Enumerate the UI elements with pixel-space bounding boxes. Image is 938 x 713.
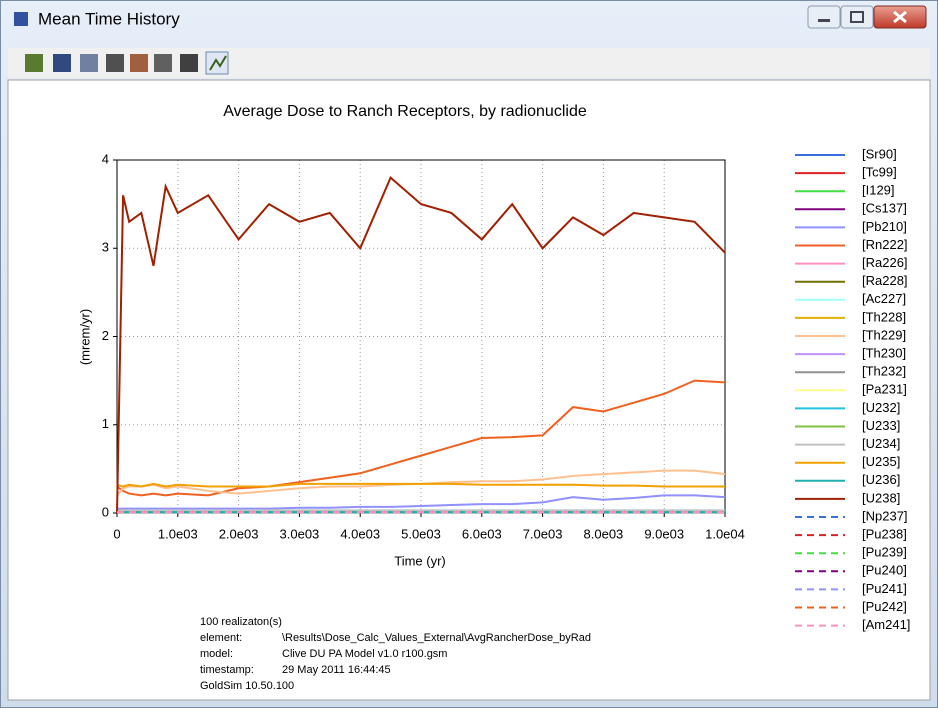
- legend-label: [Sr90]: [862, 146, 897, 161]
- maximize-button[interactable]: [840, 5, 874, 29]
- footer-label: model:: [200, 648, 233, 660]
- tool-icon: [209, 55, 227, 71]
- x-tick-label: 6.0e03: [462, 526, 502, 541]
- legend-label: [Pu238]: [862, 527, 907, 542]
- tool-button[interactable]: [80, 54, 98, 72]
- legend-label: [Tc99]: [862, 165, 897, 180]
- x-tick-label: 1.0e03: [158, 526, 198, 541]
- legend-label: [Pu242]: [862, 599, 907, 614]
- x-tick-label: 9.0e03: [644, 526, 684, 541]
- legend-label: [U234]: [862, 436, 900, 451]
- legend-label: [Cs137]: [862, 201, 907, 216]
- y-tick-label: 1: [102, 416, 109, 431]
- legend-label: [Am241]: [862, 617, 910, 632]
- toolbar-buttons: [25, 51, 229, 75]
- version: GoldSim 10.50.100: [200, 680, 294, 692]
- legend-label: [Pu239]: [862, 545, 907, 560]
- x-tick-label: 4.0e03: [340, 526, 380, 541]
- footer-value: \Results\Dose_Calc_Values_External\AvgRa…: [282, 632, 591, 644]
- legend-label: [Th229]: [862, 327, 906, 342]
- legend-label: [Pb210]: [862, 219, 907, 234]
- legend-label: [Pa231]: [862, 382, 907, 397]
- legend-label: [U236]: [862, 472, 900, 487]
- x-tick-label: 5.0e03: [401, 526, 441, 541]
- y-axis-label: (mrem/yr): [77, 309, 92, 365]
- tool-button[interactable]: [154, 54, 172, 72]
- content-area: [7, 79, 931, 701]
- y-tick-label: 4: [102, 151, 109, 166]
- x-tick-label: 0: [113, 526, 120, 541]
- tool-button[interactable]: [53, 54, 71, 72]
- tool-button[interactable]: [180, 54, 198, 72]
- tool-button[interactable]: [25, 54, 43, 72]
- x-tick-label: 1.0e04: [705, 526, 745, 541]
- x-axis-label: Time (yr): [394, 553, 446, 568]
- legend-label: [Np237]: [862, 508, 908, 523]
- tool-button[interactable]: [130, 54, 148, 72]
- y-tick-label: 2: [102, 328, 109, 343]
- chart-title: Average Dose to Ranch Receptors, by radi…: [223, 103, 587, 120]
- series-line: [116, 379, 726, 497]
- footer-value: Clive DU PA Model v1.0 r100.gsm: [282, 648, 447, 660]
- legend-label: [U235]: [862, 454, 900, 469]
- y-tick-label: 0: [102, 504, 109, 519]
- window-title: Mean Time History: [38, 9, 180, 28]
- minimize-button[interactable]: [807, 5, 841, 29]
- series-line: [117, 494, 726, 510]
- app-icon: [14, 12, 28, 26]
- legend-label: [U233]: [862, 418, 900, 433]
- legend-label: [Th232]: [862, 364, 906, 379]
- x-tick-label: 3.0e03: [280, 526, 320, 541]
- legend-label: [U238]: [862, 490, 900, 505]
- x-tick-label: 7.0e03: [523, 526, 563, 541]
- series-line: [116, 175, 726, 514]
- close-icon: [893, 10, 907, 24]
- legend-label: [Ra228]: [862, 273, 908, 288]
- x-tick-label: 2.0e03: [219, 526, 259, 541]
- maximize-icon: [850, 11, 864, 23]
- series-line: [116, 482, 725, 488]
- x-tick-label: 8.0e03: [584, 526, 624, 541]
- legend-label: [Pu241]: [862, 581, 907, 596]
- minimize-icon: [818, 19, 830, 22]
- footer-label: element:: [200, 632, 242, 644]
- footer-value: 29 May 2011 16:44:45: [282, 664, 391, 676]
- legend-label: [I129]: [862, 183, 895, 198]
- legend-label: [Ac227]: [862, 291, 906, 306]
- footer-label: timestamp:: [200, 664, 254, 676]
- legend-label: [Th228]: [862, 309, 906, 324]
- legend-label: [Ra226]: [862, 255, 908, 270]
- realizations: 100 realizaton(s): [200, 616, 282, 628]
- legend-label: [U232]: [862, 400, 900, 415]
- legend-label: [Rn222]: [862, 237, 908, 252]
- tool-button[interactable]: [106, 54, 124, 72]
- y-tick-label: 3: [102, 240, 109, 255]
- legend-label: [Th230]: [862, 346, 906, 361]
- legend-label: [Pu240]: [862, 563, 907, 578]
